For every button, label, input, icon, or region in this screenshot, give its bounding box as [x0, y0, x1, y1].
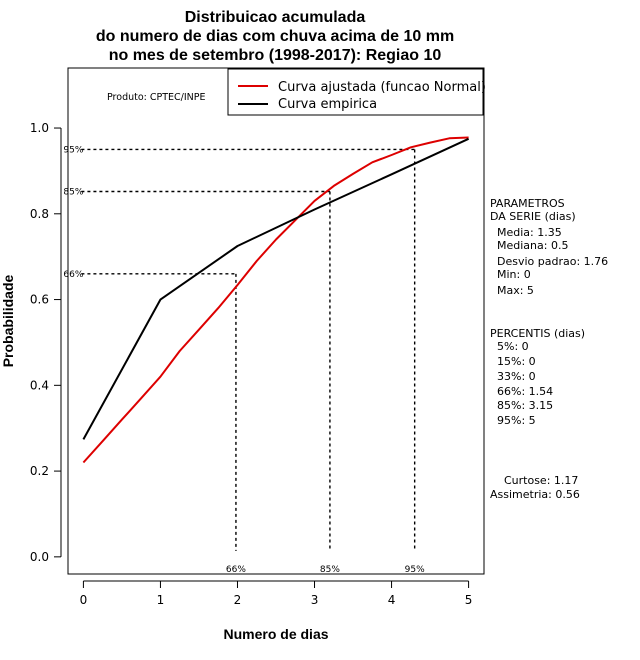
y-tick-label: 0.0	[30, 550, 49, 564]
legend-box	[227, 68, 484, 116]
params-line: Min: 0	[490, 268, 531, 281]
chart-title: Distribuicao acumulada do numero de dias…	[96, 9, 454, 64]
x-tick-label: 3	[311, 593, 319, 607]
legend: Curva ajustada (funcao Normal) Curva emp…	[227, 68, 486, 116]
percentis-line: 15%: 0	[490, 355, 536, 368]
percentis-line: 85%: 3.15	[490, 399, 553, 412]
y-tick-label: 0.6	[30, 293, 49, 307]
params-line: Media: 1.35	[490, 226, 562, 239]
legend-label-empirical: Curva empirica	[278, 97, 377, 112]
percentis-line: 95%: 5	[490, 414, 536, 427]
fitted-normal-curve	[82, 136, 469, 464]
side-panel: PARAMETROS DA SERIE (dias) Media: 1.35 M…	[490, 197, 608, 501]
empirical-curve	[82, 137, 470, 440]
x-tick-label: 0	[80, 593, 88, 607]
chart-title-line-1: Distribuicao acumulada	[185, 9, 366, 26]
shape-line: Curtose: 1.17	[490, 474, 578, 487]
shape-line: Assimetria: 0.56	[490, 488, 580, 501]
percentile-bottom-label: 85%	[320, 565, 340, 575]
percentile-left-label: 66%	[63, 270, 83, 280]
y-tick-label: 0.4	[30, 378, 49, 392]
legend-label-fitted: Curva ajustada (funcao Normal)	[278, 80, 486, 95]
chart-title-line-3: no mes de setembro (1998-2017): Regiao 1…	[109, 47, 442, 64]
percentis-line: 66%: 1.54	[490, 385, 553, 398]
chart-title-line-2: do numero de dias com chuva acima de 10 …	[96, 28, 454, 45]
percentile-left-label: 95%	[63, 145, 83, 155]
x-tick-label: 2	[234, 593, 242, 607]
x-tick-label: 5	[465, 593, 473, 607]
y-tick-label: 0.2	[30, 464, 49, 478]
params-line: Desvio padrao: 1.76	[490, 255, 608, 268]
percentile-bottom-label: 95%	[405, 565, 425, 575]
y-axis-label: Probabilidade	[0, 275, 16, 368]
params-line: PARAMETROS	[490, 197, 565, 210]
x-tick-label: 1	[157, 593, 165, 607]
series-layer	[82, 136, 470, 464]
percentis-line: 33%: 0	[490, 370, 536, 383]
y-tick-label: 1.0	[30, 121, 49, 135]
percentis-line: 5%: 0	[490, 340, 529, 353]
percentile-left-label: 85%	[63, 187, 83, 197]
params-line: Max: 5	[490, 284, 534, 297]
percentile-guides: 66% 66% 85% 85% 95% 95%	[63, 145, 425, 574]
percentile-bottom-label: 66%	[226, 565, 246, 575]
params-line: Mediana: 0.5	[490, 239, 568, 252]
x-tick-label: 4	[388, 593, 396, 607]
x-axis-label: Numero de dias	[223, 626, 328, 642]
produto-annotation: Produto: CPTEC/INPE	[107, 92, 206, 103]
plot-frame	[67, 67, 485, 575]
axes: 0 1 2 3 4 5 0.0 0.2 0.4 0.6 0.8 1.0	[30, 121, 473, 607]
percentis-line: PERCENTIS (dias)	[490, 327, 585, 340]
y-tick-label: 0.8	[30, 207, 49, 221]
params-line: DA SERIE (dias)	[490, 210, 576, 223]
